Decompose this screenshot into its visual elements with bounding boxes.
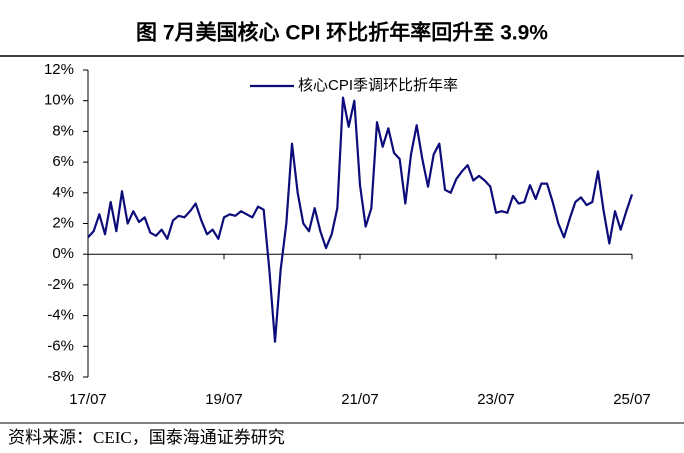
- x-tick-label: 25/07: [613, 391, 651, 408]
- y-tick-label: 2%: [52, 214, 74, 231]
- y-tick-label: 6%: [52, 153, 74, 170]
- series-line: [87, 96, 634, 343]
- y-tick-label: 10%: [44, 92, 74, 109]
- y-tick-label: -4%: [47, 307, 74, 324]
- x-tick-label: 17/07: [69, 391, 107, 408]
- y-tick-label: -8%: [47, 368, 74, 385]
- legend-label: 核心CPI季调环比折年率: [298, 77, 458, 94]
- y-tick-label: 0%: [52, 245, 74, 262]
- y-tick-label: 4%: [52, 184, 74, 201]
- y-tick-label: 12%: [44, 61, 74, 78]
- y-tick-label: -2%: [47, 276, 74, 293]
- x-tick-label: 23/07: [477, 391, 515, 408]
- x-tick-label: 21/07: [341, 391, 379, 408]
- source: 资料来源：CEIC，国泰海通证券研究: [8, 428, 285, 447]
- y-tick-label: 8%: [52, 122, 74, 139]
- y-tick-label: -6%: [47, 337, 74, 354]
- chart-title: 图 7月美国核心 CPI 环比折年率回升至 3.9%: [136, 21, 548, 45]
- x-tick-label: 19/07: [205, 391, 243, 408]
